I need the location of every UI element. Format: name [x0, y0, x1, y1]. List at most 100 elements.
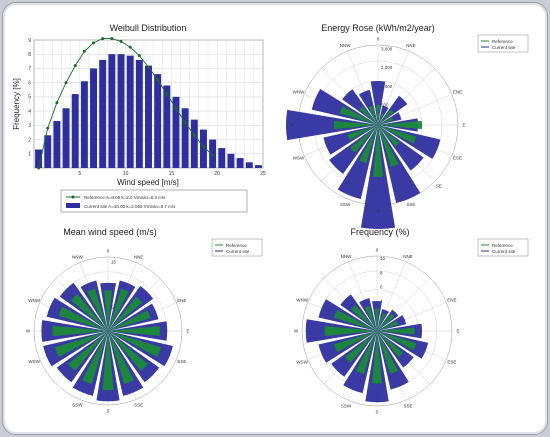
- rose-sector-reference: [359, 106, 378, 125]
- rose-direction-label: SSW: [341, 403, 352, 408]
- weibull-bar: [44, 135, 52, 168]
- weibull-bar: [154, 74, 162, 168]
- weibull-bar: [254, 165, 262, 168]
- frequency-rose-chart: Frequency (%) 0 NNE ENE E ESE SSE S SSW WSW W WNW N…: [294, 227, 529, 415]
- freq-legend-reference: Reference: [492, 243, 513, 248]
- legend-current-label: Current site A=10.90 k=2.065 Vmean=9.7 m…: [84, 204, 176, 209]
- weibull-legend-box: [60, 189, 248, 213]
- weibull-y-tick-label: 3: [28, 123, 31, 129]
- weibull-legend: Reference A=8.09 k=2.0 Vmean=8.3 m/s Cur…: [60, 189, 248, 213]
- weibull-reference-point: [165, 92, 169, 96]
- rose-sector-reference: [52, 325, 108, 337]
- weibull-chart: Weibull Distribution 1 2 3 4 5 6 7 8 9 5 10 15 20 25…: [12, 23, 266, 213]
- mean-wind-speed-rose-body: 0 NNE ENE E ESE SSE S SSW WSW W WNW NNW 5 10 15: [26, 249, 190, 414]
- rose-sector-current: [80, 280, 108, 331]
- rose-sector-current: [377, 331, 429, 359]
- rose-ring-label: 2: [380, 313, 383, 318]
- rose-ring-label: 4: [380, 299, 383, 304]
- weibull-reference-point: [37, 166, 41, 170]
- rose-direction-label: WSW: [296, 360, 308, 365]
- rose-sector-reference: [364, 305, 377, 331]
- rose-sector-reference: [108, 310, 151, 331]
- weibull-bars: [35, 54, 262, 169]
- weibull-bar: [126, 55, 134, 169]
- rose-sector-reference: [345, 331, 377, 363]
- speed-legend-reference: Reference: [226, 243, 247, 248]
- rose-direction-label: W: [294, 329, 299, 334]
- rose-sector-current: [378, 125, 441, 159]
- rose-sector-reference: [108, 288, 129, 331]
- weibull-bar: [135, 59, 143, 168]
- weibull-reference-point: [73, 64, 77, 68]
- rose-direction-label: SSE: [403, 403, 412, 408]
- weibull-reference-point: [101, 37, 105, 41]
- rose-sector-current: [108, 303, 159, 331]
- rose-sector-reference: [54, 331, 108, 357]
- weibull-y-tick-label: 4: [28, 109, 31, 115]
- rose-sector-current: [46, 297, 108, 331]
- rose-direction-label: NNE: [406, 43, 416, 48]
- frequency-rose-body: 0 NNE ENE E ESE SSE S SSW WSW W WNW NNW 2 4 6 8 10: [294, 248, 460, 415]
- rose-sector-current: [378, 125, 421, 203]
- rose-direction-label: W: [290, 123, 295, 128]
- rose-sector-current: [311, 89, 378, 125]
- rose-ring-label: 5: [111, 305, 114, 310]
- rose-sector-reference: [104, 290, 112, 331]
- rose-sector-reference: [378, 113, 384, 125]
- rose-sector-reference: [70, 293, 108, 331]
- rose-direction-label: S: [106, 409, 109, 414]
- rose-direction-label: NNW: [341, 254, 352, 259]
- rose-sector-reference: [377, 331, 399, 375]
- rose-sector-reference: [378, 125, 400, 147]
- legend-reference-label: Reference A=8.09 k=2.0 Vmean=8.3 m/s: [84, 195, 166, 200]
- weibull-bar: [145, 65, 152, 168]
- rose-direction-label: E: [186, 329, 189, 334]
- rose-direction-label: ESE: [447, 360, 456, 365]
- energy-rose-title: Energy Rose (kWh/m2/year): [321, 23, 435, 33]
- rose-direction-label: SSW: [72, 403, 83, 408]
- rose-direction-label: S: [375, 410, 378, 415]
- weibull-reference-point: [64, 81, 68, 85]
- rose-sector-reference: [108, 331, 162, 357]
- mean-wind-speed-rose-chart: Mean wind speed (m/s) 0 NNE ENE E ESE SSE S SSW…: [26, 227, 263, 414]
- energy-legend-current: Current site: [492, 45, 516, 50]
- weibull-x-tick-label: 10: [123, 171, 129, 177]
- rose-sector-current: [359, 298, 377, 331]
- weibull-reference-point: [110, 37, 114, 41]
- weibull-bar: [172, 96, 180, 168]
- rose-direction-label: ENE: [177, 298, 186, 303]
- mean-wind-speed-legend-box: [211, 238, 263, 257]
- rose-sector-reference: [377, 313, 395, 331]
- rose-sector-reference: [377, 331, 404, 358]
- rose-sector-reference: [350, 125, 378, 153]
- rose-sector-reference: [347, 125, 378, 140]
- rose-direction-label: ENE: [447, 298, 456, 303]
- rose-sector-reference: [372, 331, 382, 384]
- rose-direction-label: ENE: [453, 90, 462, 95]
- rose-direction-label: ESE: [453, 156, 462, 161]
- rose-sector-reference: [339, 106, 378, 125]
- weibull-bar: [99, 59, 107, 168]
- rose-sector-current: [377, 331, 409, 390]
- rose-direction-label: SSE: [406, 202, 415, 207]
- rose-sector-current: [323, 125, 378, 155]
- weibull-x-tick-label: 5: [78, 171, 81, 177]
- rose-sector-reference: [350, 304, 377, 331]
- energy-rose-chart: Energy Rose (kWh/m2/year) 0NNEENEEESESSE…: [286, 23, 529, 230]
- frequency-legend-box: [477, 238, 529, 257]
- weibull-x-label: Wind speed [m/s]: [117, 178, 179, 187]
- rose-sector-current: [360, 125, 396, 230]
- rose-ring-label: 10: [111, 282, 117, 287]
- rose-sector-reference: [377, 313, 386, 331]
- weibull-reference-point: [92, 41, 96, 45]
- rose-direction-label: S: [376, 209, 379, 214]
- weibull-bar: [35, 149, 43, 168]
- rose-sector-current: [286, 109, 378, 141]
- rose-direction-label: NNW: [340, 43, 351, 48]
- rose-ring-label: 8: [380, 270, 383, 275]
- rose-ring-label: 1,000: [381, 84, 393, 89]
- rose-ring-label: 3,000: [381, 47, 393, 52]
- weibull-reference-point: [137, 54, 141, 58]
- weibull-bar: [199, 129, 207, 168]
- weibull-bar: [227, 153, 235, 168]
